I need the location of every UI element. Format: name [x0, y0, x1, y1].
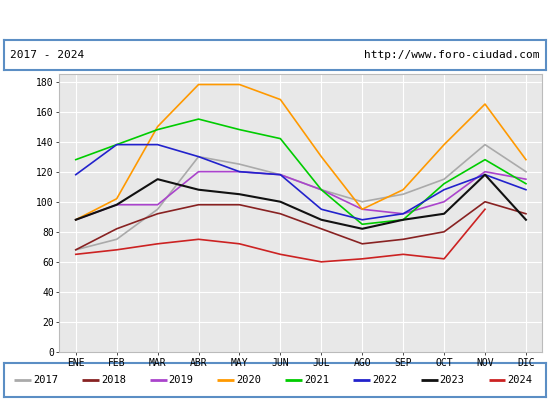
Text: 2020: 2020 — [236, 375, 261, 385]
Text: 2021: 2021 — [304, 375, 329, 385]
Text: 2018: 2018 — [101, 375, 126, 385]
Text: 2023: 2023 — [439, 375, 465, 385]
Text: 2022: 2022 — [372, 375, 397, 385]
Text: 2019: 2019 — [168, 375, 194, 385]
Text: Evolucion del paro registrado en La Iruela: Evolucion del paro registrado en La Irue… — [99, 12, 451, 26]
Text: http://www.foro-ciudad.com: http://www.foro-ciudad.com — [364, 50, 540, 60]
Text: 2024: 2024 — [508, 375, 532, 385]
Text: 2017: 2017 — [33, 375, 58, 385]
Text: 2017 - 2024: 2017 - 2024 — [10, 50, 85, 60]
